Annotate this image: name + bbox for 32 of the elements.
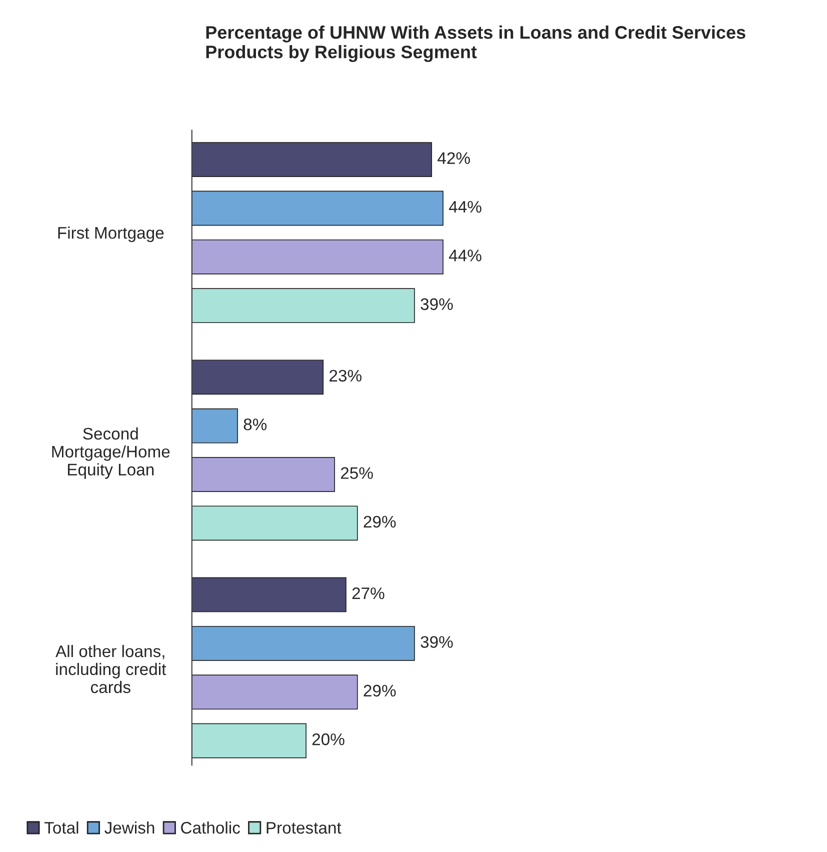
bar	[192, 723, 306, 758]
bar	[192, 142, 432, 178]
data-label: 44%	[448, 250, 482, 262]
data-label: 44%	[448, 200, 482, 213]
data-label: 29%	[364, 516, 396, 528]
bar	[192, 674, 358, 710]
legend-label: Catholic	[181, 821, 240, 834]
data-label: 29%	[364, 684, 396, 697]
data-label: 39%	[420, 298, 453, 310]
bar	[192, 626, 415, 661]
data-label: 8%	[244, 418, 267, 430]
legend-label: Protestant	[266, 822, 342, 834]
bar	[192, 577, 346, 612]
legend-label: Total	[44, 821, 78, 834]
y-tick-label: First Mortgage	[58, 226, 164, 242]
legend-label: Jewish	[104, 821, 154, 834]
data-label: 42%	[438, 152, 470, 164]
bar	[192, 288, 415, 324]
data-label: 20%	[312, 733, 344, 746]
data-label: 27%	[352, 587, 384, 600]
bar	[192, 506, 358, 541]
y-tick-label: Second Mortgage/Home Equity Loan	[52, 427, 170, 479]
bar	[192, 190, 444, 226]
bar	[192, 457, 335, 492]
bar	[192, 360, 324, 395]
data-label: 39%	[420, 636, 453, 648]
data-label: 25%	[340, 467, 373, 479]
chart-title: Percentage of UHNW With Assets in Loans and Credit Services Products by Religious Segment	[206, 26, 746, 62]
bar	[192, 239, 444, 274]
data-label: 23%	[330, 370, 362, 382]
y-tick-label: All other loans, including credit cards	[56, 644, 166, 694]
bar	[192, 408, 238, 444]
